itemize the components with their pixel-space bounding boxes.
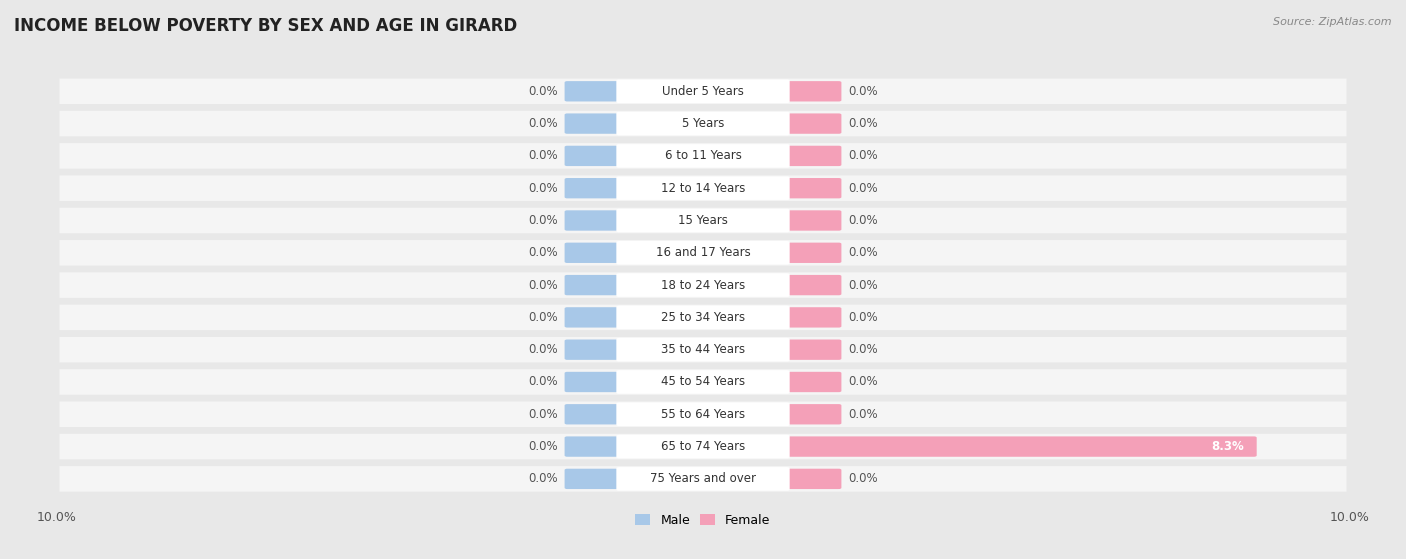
FancyBboxPatch shape	[616, 370, 790, 394]
Text: 0.0%: 0.0%	[849, 278, 879, 292]
Text: 0.0%: 0.0%	[849, 182, 879, 195]
Text: 18 to 24 Years: 18 to 24 Years	[661, 278, 745, 292]
FancyBboxPatch shape	[785, 113, 841, 134]
Text: 0.0%: 0.0%	[849, 149, 879, 163]
FancyBboxPatch shape	[565, 404, 621, 424]
FancyBboxPatch shape	[565, 468, 621, 489]
Text: 0.0%: 0.0%	[527, 343, 558, 356]
Text: 75 Years and over: 75 Years and over	[650, 472, 756, 485]
FancyBboxPatch shape	[59, 111, 1347, 136]
Text: 65 to 74 Years: 65 to 74 Years	[661, 440, 745, 453]
Text: 0.0%: 0.0%	[849, 247, 879, 259]
Text: 0.0%: 0.0%	[849, 343, 879, 356]
Text: 5 Years: 5 Years	[682, 117, 724, 130]
Text: 0.0%: 0.0%	[527, 214, 558, 227]
FancyBboxPatch shape	[616, 144, 790, 168]
Text: 0.0%: 0.0%	[527, 408, 558, 421]
FancyBboxPatch shape	[565, 243, 621, 263]
Text: 15 Years: 15 Years	[678, 214, 728, 227]
Text: 6 to 11 Years: 6 to 11 Years	[665, 149, 741, 163]
Text: INCOME BELOW POVERTY BY SEX AND AGE IN GIRARD: INCOME BELOW POVERTY BY SEX AND AGE IN G…	[14, 17, 517, 35]
FancyBboxPatch shape	[565, 307, 621, 328]
Text: 0.0%: 0.0%	[527, 440, 558, 453]
Text: 16 and 17 Years: 16 and 17 Years	[655, 247, 751, 259]
Text: 35 to 44 Years: 35 to 44 Years	[661, 343, 745, 356]
FancyBboxPatch shape	[59, 208, 1347, 233]
FancyBboxPatch shape	[565, 146, 621, 166]
Text: 0.0%: 0.0%	[527, 472, 558, 485]
Text: 0.0%: 0.0%	[849, 117, 879, 130]
Text: 0.0%: 0.0%	[527, 247, 558, 259]
FancyBboxPatch shape	[785, 243, 841, 263]
FancyBboxPatch shape	[785, 210, 841, 231]
Legend: Male, Female: Male, Female	[630, 509, 776, 532]
FancyBboxPatch shape	[785, 437, 1257, 457]
FancyBboxPatch shape	[59, 337, 1347, 362]
FancyBboxPatch shape	[616, 273, 790, 297]
Text: 0.0%: 0.0%	[527, 149, 558, 163]
FancyBboxPatch shape	[59, 401, 1347, 427]
Text: 12 to 14 Years: 12 to 14 Years	[661, 182, 745, 195]
FancyBboxPatch shape	[59, 305, 1347, 330]
FancyBboxPatch shape	[785, 275, 841, 295]
FancyBboxPatch shape	[785, 81, 841, 102]
FancyBboxPatch shape	[59, 466, 1347, 491]
FancyBboxPatch shape	[785, 307, 841, 328]
FancyBboxPatch shape	[59, 434, 1347, 459]
FancyBboxPatch shape	[616, 112, 790, 135]
FancyBboxPatch shape	[616, 435, 790, 458]
FancyBboxPatch shape	[59, 143, 1347, 169]
Text: 0.0%: 0.0%	[849, 376, 879, 389]
Text: 0.0%: 0.0%	[849, 214, 879, 227]
FancyBboxPatch shape	[616, 467, 790, 491]
FancyBboxPatch shape	[565, 81, 621, 102]
Text: 0.0%: 0.0%	[849, 472, 879, 485]
FancyBboxPatch shape	[59, 272, 1347, 298]
FancyBboxPatch shape	[565, 210, 621, 231]
FancyBboxPatch shape	[565, 437, 621, 457]
FancyBboxPatch shape	[565, 178, 621, 198]
FancyBboxPatch shape	[565, 113, 621, 134]
FancyBboxPatch shape	[616, 79, 790, 103]
Text: 8.3%: 8.3%	[1212, 440, 1244, 453]
Text: 0.0%: 0.0%	[527, 278, 558, 292]
FancyBboxPatch shape	[59, 369, 1347, 395]
FancyBboxPatch shape	[616, 402, 790, 426]
Text: 25 to 34 Years: 25 to 34 Years	[661, 311, 745, 324]
FancyBboxPatch shape	[565, 339, 621, 360]
Text: 0.0%: 0.0%	[849, 85, 879, 98]
FancyBboxPatch shape	[616, 306, 790, 329]
FancyBboxPatch shape	[616, 177, 790, 200]
FancyBboxPatch shape	[785, 372, 841, 392]
FancyBboxPatch shape	[616, 209, 790, 233]
Text: 0.0%: 0.0%	[527, 311, 558, 324]
Text: 0.0%: 0.0%	[849, 311, 879, 324]
FancyBboxPatch shape	[785, 404, 841, 424]
Text: Source: ZipAtlas.com: Source: ZipAtlas.com	[1274, 17, 1392, 27]
Text: Under 5 Years: Under 5 Years	[662, 85, 744, 98]
FancyBboxPatch shape	[565, 275, 621, 295]
FancyBboxPatch shape	[565, 372, 621, 392]
FancyBboxPatch shape	[616, 338, 790, 362]
FancyBboxPatch shape	[59, 240, 1347, 266]
Text: 55 to 64 Years: 55 to 64 Years	[661, 408, 745, 421]
Text: 0.0%: 0.0%	[527, 376, 558, 389]
Text: 0.0%: 0.0%	[527, 85, 558, 98]
FancyBboxPatch shape	[785, 178, 841, 198]
FancyBboxPatch shape	[785, 468, 841, 489]
Text: 0.0%: 0.0%	[849, 408, 879, 421]
FancyBboxPatch shape	[785, 339, 841, 360]
Text: 0.0%: 0.0%	[527, 117, 558, 130]
Text: 0.0%: 0.0%	[527, 182, 558, 195]
FancyBboxPatch shape	[616, 241, 790, 264]
FancyBboxPatch shape	[59, 79, 1347, 104]
FancyBboxPatch shape	[785, 146, 841, 166]
Text: 45 to 54 Years: 45 to 54 Years	[661, 376, 745, 389]
FancyBboxPatch shape	[59, 176, 1347, 201]
